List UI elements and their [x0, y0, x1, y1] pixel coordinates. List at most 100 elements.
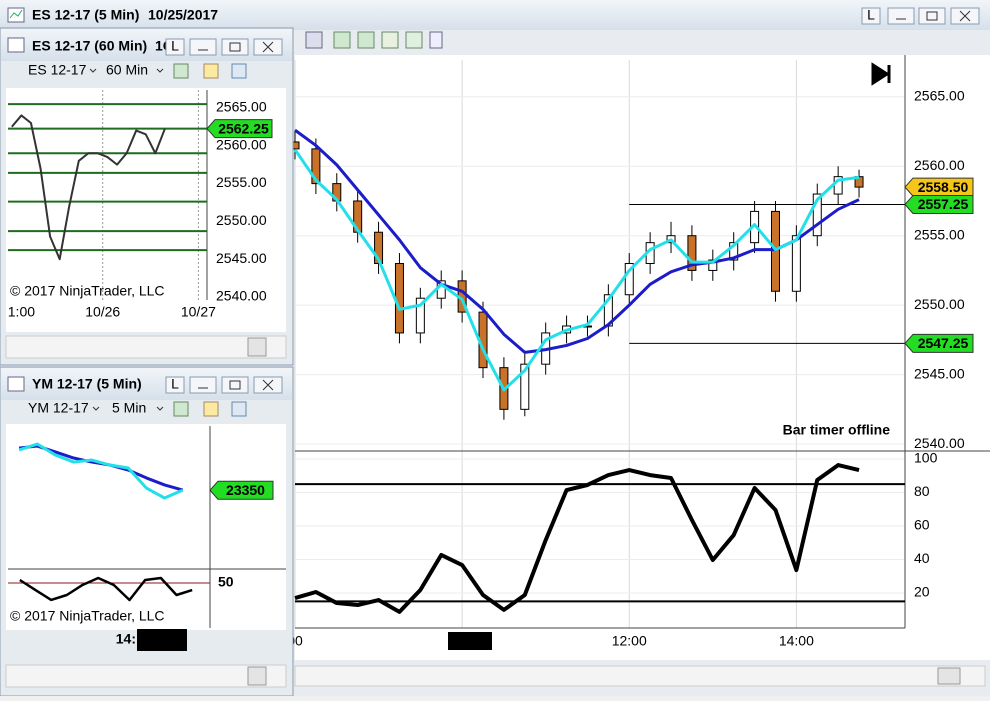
toolbar — [305, 31, 443, 49]
lock-button[interactable] — [861, 7, 881, 25]
candle-body — [770, 210, 780, 292]
tool-crosshair[interactable] — [231, 63, 247, 79]
oscillator-line — [19, 576, 193, 602]
x-tick-label: 12:00 — [612, 633, 647, 649]
price-marker — [904, 194, 974, 214]
app-icon — [7, 376, 25, 392]
y-tick-label: 2545.00 — [216, 250, 267, 266]
y-tick-label: 2555.00 — [914, 226, 965, 242]
tool-dollar[interactable] — [405, 31, 423, 49]
tool-zoom[interactable] — [305, 31, 323, 49]
oscillator-line — [294, 463, 860, 614]
price-marker-label: 2547.25 — [918, 335, 969, 351]
status-text: Bar timer offline — [783, 422, 891, 438]
y-tick-label: 2550.00 — [914, 296, 965, 312]
candle-body — [520, 363, 530, 410]
price-marker-label: 2557.25 — [918, 196, 969, 212]
scrollbar[interactable] — [5, 664, 287, 688]
price-marker-label: 2562.25 — [218, 120, 269, 136]
scroll-thumb[interactable] — [247, 337, 267, 357]
scroll-thumb[interactable] — [937, 667, 961, 685]
app-icon — [7, 37, 25, 53]
go-to-end[interactable] — [871, 62, 891, 86]
price-marker — [206, 119, 273, 139]
minimize-button[interactable] — [887, 7, 915, 25]
candle-body — [687, 235, 697, 271]
candle-body — [374, 231, 384, 264]
scrollbar[interactable] — [294, 665, 986, 687]
tool-draw[interactable] — [203, 401, 219, 417]
main-chart: 2540.00 2545.00 2550.00 2555.00 2560.00 2565.… — [287, 55, 990, 649]
tool-bars[interactable] — [333, 31, 351, 49]
ym-window: YM 12-17 (5 Min) L YM 12-17 5 Min 23350 5… — [0, 366, 294, 697]
lock-button[interactable] — [165, 38, 185, 56]
window-title: ES 12-17 (60 Min) — [32, 38, 147, 54]
price-line — [11, 114, 166, 261]
tool-bars[interactable] — [173, 401, 189, 417]
candle-body — [791, 235, 801, 292]
es60-window: ES 12-17 (60 Min) 1C L ES 12-17 60 Min 1… — [0, 27, 294, 366]
y-tick-label: 40 — [914, 550, 930, 566]
lock-label: L — [171, 376, 179, 392]
minimize-button[interactable] — [189, 38, 217, 56]
y-tick-label: 2545.00 — [914, 365, 965, 381]
y-tick-label: 2565.00 — [914, 88, 965, 104]
scroll-thumb[interactable] — [247, 666, 267, 686]
tool-draw[interactable] — [203, 63, 219, 79]
price-marker — [904, 333, 974, 353]
y-tick-label: 100 — [914, 450, 938, 466]
price-marker — [904, 177, 974, 197]
instrument-select[interactable]: YM 12-17 — [28, 400, 89, 416]
tool-crosshair[interactable] — [231, 401, 247, 417]
y-tick-label: 2540.00 — [216, 288, 267, 304]
lock-button[interactable] — [165, 376, 185, 394]
y-tick-label: 50 — [218, 574, 234, 590]
redaction — [448, 632, 492, 650]
maximize-button[interactable] — [221, 376, 249, 394]
candle-body — [624, 262, 634, 296]
ym-chart: 23350 50 — [8, 426, 286, 628]
x-tick-label: 1:00 — [8, 304, 35, 320]
minimize-button[interactable] — [189, 376, 217, 394]
y-tick-label: 80 — [914, 483, 930, 499]
y-tick-label: 2555.00 — [216, 174, 267, 190]
window-date: 10/25/2017 — [148, 7, 218, 23]
y-tick-label: 60 — [914, 517, 930, 533]
y-tick-label: 2550.00 — [216, 212, 267, 228]
candle-body — [854, 176, 864, 188]
maximize-button[interactable] — [221, 38, 249, 56]
interval-select[interactable]: 60 Min — [106, 62, 148, 78]
candle-body — [708, 259, 718, 271]
interval-select[interactable]: 5 Min — [112, 400, 146, 416]
candle-body — [729, 242, 739, 261]
x-label: 14: — [116, 631, 136, 647]
x-tick-label: 10/26 — [85, 304, 120, 320]
y-tick-label: 2540.00 — [914, 435, 965, 451]
tool-chart[interactable] — [381, 31, 399, 49]
tool-bars[interactable] — [173, 63, 189, 79]
y-tick-label: 2565.00 — [216, 99, 267, 115]
title-bar — [0, 0, 990, 30]
moving-average — [18, 442, 184, 500]
scrollbar[interactable] — [5, 335, 287, 359]
copyright: © 2017 NinjaTrader, LLC — [10, 283, 165, 299]
instrument-select[interactable]: ES 12-17 — [28, 62, 87, 78]
maximize-button[interactable] — [918, 7, 946, 25]
moving-average — [293, 148, 860, 392]
redaction — [137, 629, 187, 651]
chart-panel — [295, 55, 990, 660]
candle-body — [415, 297, 425, 334]
icon-line — [9, 9, 23, 19]
price-marker — [209, 480, 274, 500]
copyright: © 2017 NinjaTrader, LLC — [10, 608, 165, 624]
window-title: ES 12-17 (5 Min) — [32, 7, 139, 23]
lock-label: L — [867, 7, 875, 23]
window-glyphs — [896, 10, 971, 22]
tool-candles[interactable] — [357, 31, 375, 49]
moving-average — [294, 128, 860, 354]
candle-body — [812, 193, 822, 237]
x-tick-label: 10/27 — [181, 304, 216, 320]
tool-props[interactable] — [429, 31, 443, 49]
lock-label: L — [171, 38, 179, 54]
